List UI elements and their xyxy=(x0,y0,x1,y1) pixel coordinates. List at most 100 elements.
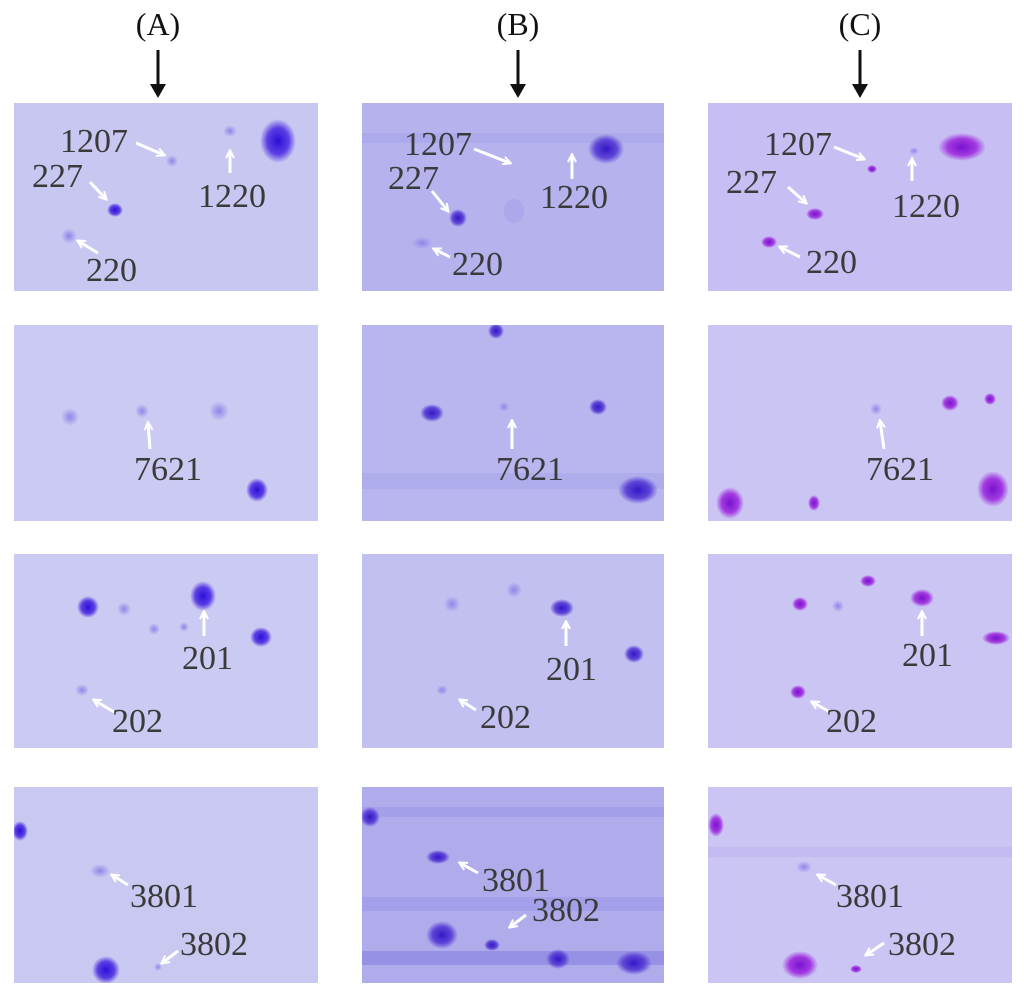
protein-spot xyxy=(61,228,77,244)
protein-spot xyxy=(166,155,178,167)
protein-spot xyxy=(984,393,996,405)
spot-label: 3801 xyxy=(836,878,904,915)
protein-spot xyxy=(832,600,844,612)
protein-spot xyxy=(246,478,268,502)
protein-spot xyxy=(107,203,123,217)
protein-spot xyxy=(782,951,818,979)
gel-panel-b-row2: 7621 xyxy=(362,325,664,521)
gel-panel-c-row1: 1207 227 1220 220 xyxy=(708,103,1012,291)
spot-label: 201 xyxy=(182,640,233,677)
protein-spot xyxy=(909,147,919,155)
spot-label: 201 xyxy=(902,637,953,674)
white-arrow-icon xyxy=(162,949,179,963)
white-arrow-icon xyxy=(818,875,837,887)
gel-panel-b-row3: 201 202 xyxy=(362,554,664,748)
white-arrow-icon xyxy=(148,423,150,450)
protein-spot xyxy=(982,631,1010,645)
column-label-b: (B) xyxy=(496,6,540,42)
white-arrow-icon xyxy=(112,875,129,887)
white-arrow-icon xyxy=(880,421,884,450)
spot-label: 1220 xyxy=(540,179,608,216)
spot-label: 227 xyxy=(726,164,777,201)
protein-spot xyxy=(504,199,524,223)
protein-spot xyxy=(618,476,658,504)
gel-panel-c-row4: 3801 3802 xyxy=(708,787,1012,983)
protein-spot xyxy=(499,402,509,412)
white-arrow-icon xyxy=(135,141,164,155)
protein-spot xyxy=(488,325,504,339)
gel-panel-c-row3: 201 202 xyxy=(708,554,1012,748)
protein-spot xyxy=(61,408,79,426)
spot-label: 1207 xyxy=(764,126,832,163)
down-arrow-icon xyxy=(510,50,526,98)
spot-label: 227 xyxy=(32,158,83,195)
protein-spot xyxy=(420,404,444,422)
spot-label: 227 xyxy=(388,160,439,197)
white-arrow-icon xyxy=(94,700,115,714)
protein-spot xyxy=(117,602,131,616)
protein-spot xyxy=(484,939,500,951)
protein-spot xyxy=(412,237,432,249)
white-arrow-icon xyxy=(510,913,527,927)
gel-panel-c-row2: 7621 xyxy=(708,325,1012,521)
protein-spot xyxy=(790,685,806,699)
protein-spot xyxy=(589,399,607,415)
protein-spot xyxy=(436,685,448,695)
protein-spot xyxy=(75,684,89,696)
spot-label: 201 xyxy=(546,651,597,688)
protein-spot xyxy=(449,209,467,227)
white-arrow-icon xyxy=(473,147,510,163)
white-arrow-icon xyxy=(460,700,477,712)
gel-panel-a-row4: 3801 3802 xyxy=(14,787,318,983)
down-arrow-icon xyxy=(150,50,166,98)
protein-spot xyxy=(179,622,189,632)
protein-spot xyxy=(444,596,460,612)
protein-spot xyxy=(761,236,777,248)
protein-spot xyxy=(260,119,296,163)
spot-label: 7621 xyxy=(866,451,934,488)
protein-spot xyxy=(362,807,380,827)
protein-spot xyxy=(209,401,229,421)
protein-spot xyxy=(624,645,644,663)
down-arrow-icon xyxy=(852,50,868,98)
protein-spot xyxy=(588,134,624,164)
protein-spot xyxy=(426,921,458,949)
spot-label: 1207 xyxy=(60,123,128,160)
white-arrow-icon xyxy=(833,145,864,159)
spot-label: 1220 xyxy=(892,188,960,225)
protein-spot xyxy=(77,596,99,618)
protein-spot xyxy=(92,956,120,983)
spot-label: 7621 xyxy=(134,451,202,488)
protein-spot xyxy=(14,821,28,841)
protein-spot xyxy=(550,599,574,617)
spot-label: 1220 xyxy=(198,178,266,215)
spot-label: 3802 xyxy=(888,926,956,963)
protein-spot xyxy=(860,575,876,587)
white-arrow-icon xyxy=(866,941,885,955)
protein-spot xyxy=(616,951,652,975)
spot-label: 220 xyxy=(806,244,857,281)
protein-spot xyxy=(977,471,1009,507)
protein-spot xyxy=(806,208,824,220)
protein-spot xyxy=(426,850,450,864)
protein-spot xyxy=(90,864,110,878)
protein-spot xyxy=(190,581,216,611)
protein-spot xyxy=(867,165,877,173)
protein-spot xyxy=(708,813,724,837)
protein-spot xyxy=(808,495,820,511)
column-label-c: (C) xyxy=(838,6,882,42)
column-label-a: (A) xyxy=(135,6,181,42)
protein-spot xyxy=(154,963,162,971)
spot-label: 202 xyxy=(480,699,531,736)
white-arrow-icon xyxy=(460,863,479,875)
spot-label: 7621 xyxy=(496,451,564,488)
protein-spot xyxy=(938,133,986,161)
protein-spot xyxy=(792,597,808,611)
protein-spot xyxy=(546,949,570,969)
gel-panel-b-row1: 1207 227 1220 220 xyxy=(362,103,664,291)
white-arrow-icon xyxy=(787,185,806,203)
protein-spot xyxy=(870,403,882,415)
protein-spot xyxy=(910,589,934,607)
protein-spot xyxy=(716,487,744,519)
protein-spot xyxy=(506,582,522,598)
